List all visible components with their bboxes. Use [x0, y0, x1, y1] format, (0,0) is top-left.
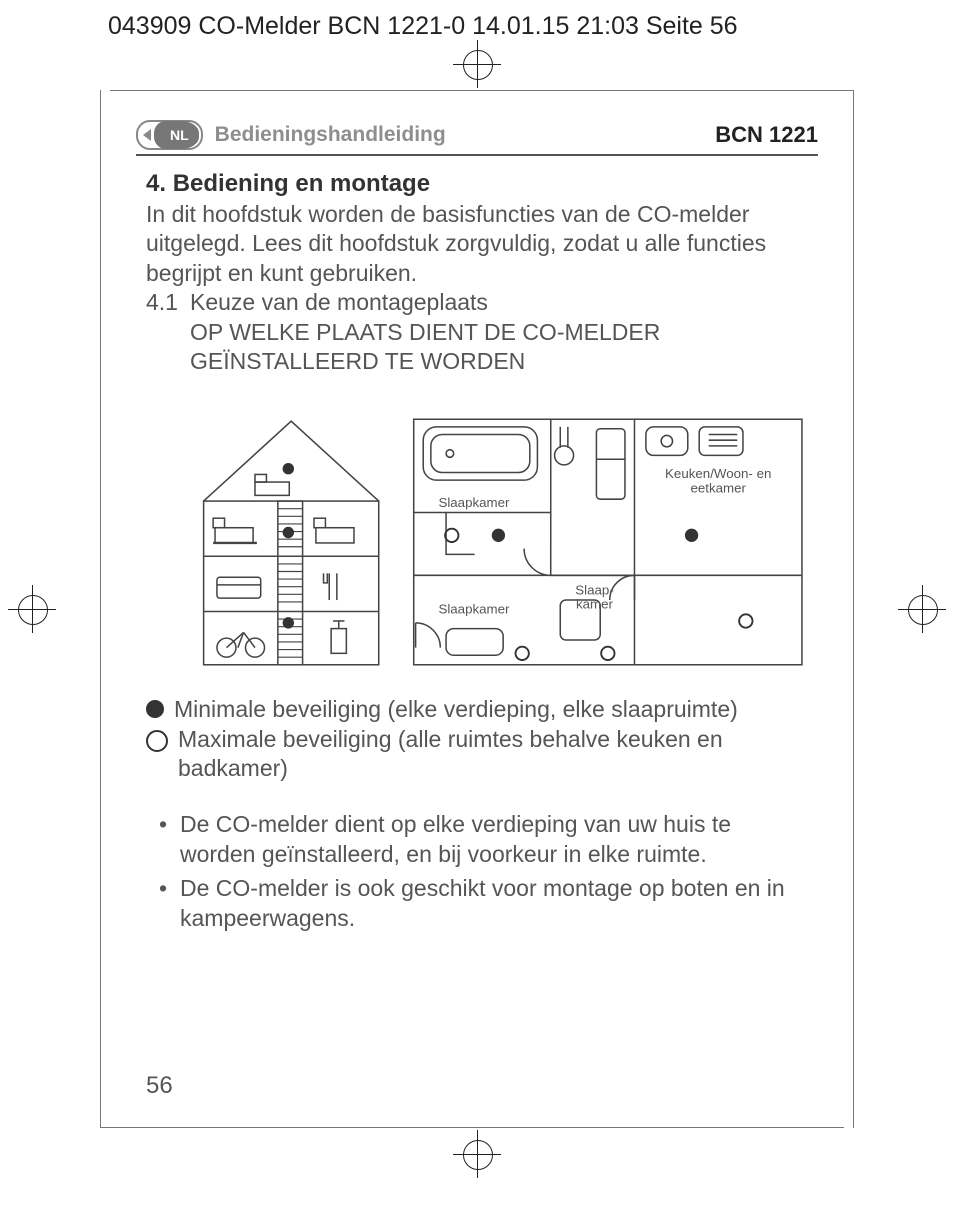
- svg-text:kamer: kamer: [576, 596, 614, 611]
- page-number: 56: [146, 1072, 173, 1100]
- bullet-list: •De CO-melder dient op elke verdieping v…: [146, 810, 808, 934]
- content: 4. Bediening en montage In dit hoofdstuk…: [146, 170, 808, 938]
- section-heading: 4. Bediening en montage: [146, 170, 808, 198]
- bullet-1: De CO-melder dient op elke verdieping va…: [180, 810, 808, 870]
- header-bar: NL Bedieningshandleiding BCN 1221: [136, 116, 818, 156]
- registration-mark-top: [453, 40, 501, 88]
- section-intro: In dit hoofdstuk worden de basisfuncties…: [146, 200, 808, 288]
- subsection-caps-1: OP WELKE PLAATS DIENT DE CO-MELDER: [146, 318, 808, 347]
- legend-min: Minimale beveiliging (elke verdieping, e…: [174, 695, 808, 725]
- legend-dot-open: [146, 730, 168, 752]
- frame-bottom-line: [100, 1127, 844, 1128]
- model-number: BCN 1221: [715, 122, 818, 148]
- doc-title: Bedieningshandleiding: [215, 123, 446, 147]
- frame-top-line: [110, 90, 854, 91]
- registration-mark-left: [8, 585, 56, 633]
- registration-mark-right: [898, 585, 946, 633]
- bullet-2: De CO-melder is ook geschikt voor montag…: [180, 874, 808, 934]
- lang-badge: NL: [136, 120, 203, 150]
- subsection-caps-2: GEÏNSTALLEERD TE WORDEN: [146, 347, 808, 376]
- legend-max: Maximale beveiliging (alle ruimtes behal…: [178, 725, 808, 785]
- section-number: 4.: [146, 170, 166, 197]
- svg-text:Slaapkamer: Slaapkamer: [439, 494, 511, 509]
- print-header: 043909 CO-Melder BCN 1221-0 14.01.15 21:…: [108, 12, 738, 41]
- legend: Minimale beveiliging (elke verdieping, e…: [146, 695, 808, 785]
- subsection-title: Keuze van de montageplaats: [190, 289, 488, 315]
- svg-text:eetkamer: eetkamer: [691, 480, 747, 495]
- registration-mark-bottom: [453, 1130, 501, 1178]
- section-title: Bediening en montage: [173, 170, 430, 197]
- svg-text:Slaapkamer: Slaapkamer: [439, 601, 511, 616]
- svg-text:Keuken/Woon- en: Keuken/Woon- en: [665, 466, 771, 481]
- house-diagram: [196, 407, 386, 677]
- svg-text:Slaap-: Slaap-: [576, 582, 614, 597]
- legend-dot-filled: [146, 700, 164, 718]
- floorplan-diagram: Slaapkamer Slaapkamer Slaap-kamer Keuken/Wo…: [408, 407, 808, 677]
- subsection-number: 4.1: [146, 288, 190, 317]
- subsection: 4.1Keuze van de montageplaats: [146, 288, 808, 317]
